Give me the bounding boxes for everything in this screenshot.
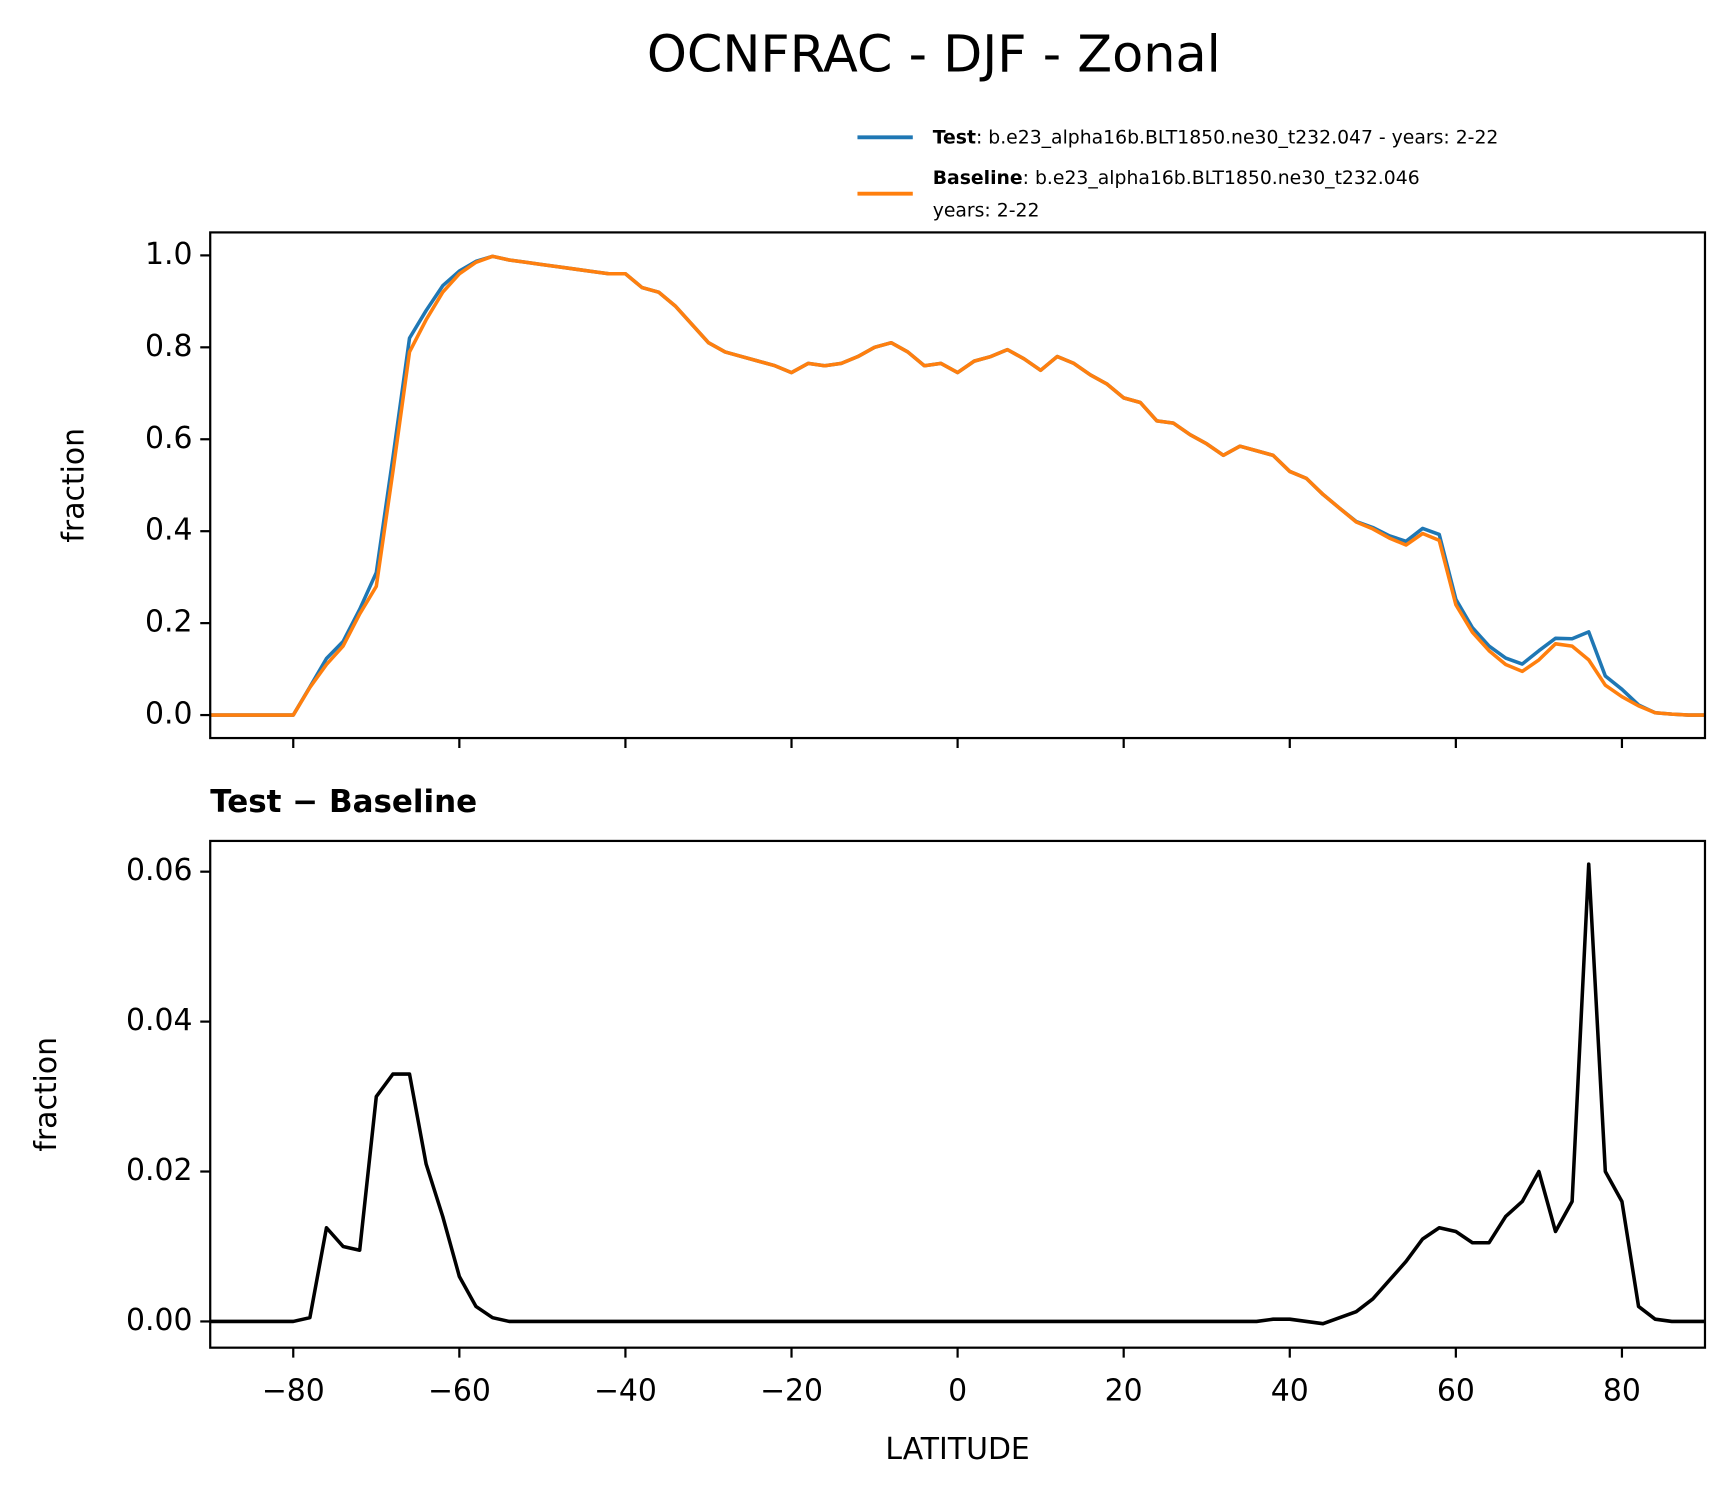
x-tick-label: 0	[948, 1373, 967, 1408]
x-tick-label: −40	[594, 1373, 657, 1408]
plot-frame	[209, 231, 1707, 740]
legend-description: : b.e23_alpha16b.BLT1850.ne30_t232.047 -…	[976, 127, 1498, 148]
x-tick-label: 40	[1271, 1373, 1309, 1408]
y-axis-label: fraction	[29, 1037, 64, 1152]
legend-name: Baseline	[933, 168, 1023, 189]
plot-frame	[209, 839, 1707, 1349]
legend-label: Baseline: b.e23_alpha16b.BLT1850.ne30_t2…	[933, 168, 1420, 221]
x-tick-label: −60	[428, 1373, 491, 1408]
y-axis-label: fraction	[57, 428, 92, 543]
legend-description: years: 2-22	[933, 200, 1040, 221]
legend-name: Test	[933, 127, 976, 148]
x-tick-label: 20	[1105, 1373, 1143, 1408]
x-tick-label: −20	[760, 1373, 823, 1408]
figure-title: OCNFRAC - DJF - Zonal	[647, 26, 1221, 85]
y-tick-label: 0.04	[126, 1003, 192, 1038]
y-tick-label: 0.00	[126, 1303, 192, 1338]
x-tick-label: 80	[1603, 1373, 1641, 1408]
panel-title: Test − Baseline	[210, 784, 477, 820]
y-tick-label: 0.4	[145, 513, 193, 548]
legend-label: Test: b.e23_alpha16b.BLT1850.ne30_t232.0…	[933, 127, 1499, 148]
x-axis-label: LATITUDE	[885, 1432, 1029, 1467]
y-tick-label: 1.0	[145, 237, 193, 272]
x-tick-label: 60	[1437, 1373, 1475, 1408]
series-line	[210, 254, 1705, 717]
y-tick-label: 0.06	[126, 853, 192, 888]
x-tick-label: −80	[262, 1373, 325, 1408]
y-tick-label: 0.8	[145, 329, 193, 364]
legend-description: : b.e23_alpha16b.BLT1850.ne30_t232.046	[1023, 168, 1420, 189]
y-tick-label: 0.6	[145, 421, 193, 456]
y-tick-label: 0.0	[145, 697, 193, 732]
series-line	[210, 862, 1705, 1326]
y-tick-label: 0.2	[145, 605, 193, 640]
y-tick-label: 0.02	[126, 1153, 192, 1188]
